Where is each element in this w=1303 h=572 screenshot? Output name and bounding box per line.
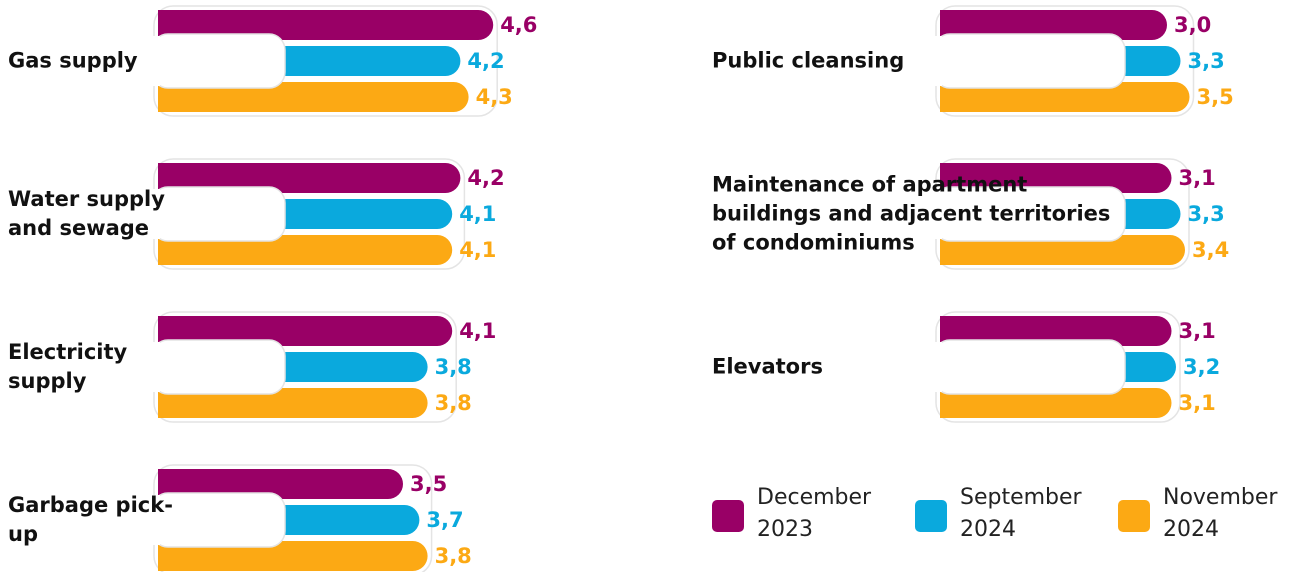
value-label: 3,4 [1192, 238, 1230, 262]
value-label: 3,8 [434, 544, 472, 568]
category-label: Gas supply [8, 48, 138, 73]
bar [940, 316, 1172, 346]
value-label: 3,8 [434, 355, 472, 379]
label-box-mask [932, 342, 942, 392]
value-label: 3,5 [410, 472, 448, 496]
value-label: 4,6 [500, 13, 538, 37]
category-label: Public cleansing [712, 48, 905, 73]
value-label: 3,2 [1183, 355, 1221, 379]
value-label: 4,2 [467, 49, 505, 73]
value-label: 3,3 [1187, 49, 1225, 73]
legend-swatch [1118, 500, 1150, 532]
value-label: 3,1 [1178, 319, 1216, 343]
bar [158, 388, 428, 418]
legend-label: December 2023 [757, 485, 872, 542]
bar [158, 163, 461, 193]
legend-swatch [915, 500, 947, 532]
value-label: 3,3 [1187, 202, 1225, 226]
value-label: 4,1 [459, 319, 497, 343]
label-box-mask [150, 189, 160, 239]
label-box-mask [932, 36, 942, 86]
value-label: 4,2 [467, 166, 505, 190]
bar [940, 235, 1185, 265]
legend-swatch [712, 500, 744, 532]
bar [158, 82, 469, 113]
category-label: Garbage pick-up [8, 493, 173, 546]
bar [158, 10, 494, 40]
category-label: Elevators [712, 354, 823, 379]
category-label: Electricity supply [8, 340, 128, 393]
bar [158, 235, 453, 265]
bar [158, 316, 453, 346]
value-label: 4,1 [459, 238, 497, 262]
bar [940, 82, 1190, 113]
label-box-mask [150, 342, 160, 392]
value-label: 3,7 [426, 508, 464, 532]
value-label: 3,1 [1178, 166, 1216, 190]
label-box-mask [150, 495, 160, 545]
bar [940, 388, 1172, 418]
value-label: 3,8 [434, 391, 472, 415]
category-label: Water supply and sewage [8, 187, 165, 240]
value-label: 3,0 [1174, 13, 1212, 37]
bar [940, 163, 1172, 193]
value-label: 3,1 [1178, 391, 1216, 415]
label-box-mask [150, 36, 160, 86]
value-label: 3,5 [1196, 85, 1234, 109]
value-label: 4,1 [459, 202, 497, 226]
bar [158, 469, 403, 499]
category-label: Maintenance of apartment buildings and a… [712, 172, 1111, 255]
legend-label: September 2024 [960, 485, 1082, 542]
label-box-mask [932, 189, 942, 239]
bar [940, 10, 1167, 40]
legend-label: November 2024 [1163, 485, 1278, 542]
bar [158, 541, 428, 571]
value-label: 4,3 [475, 85, 513, 109]
